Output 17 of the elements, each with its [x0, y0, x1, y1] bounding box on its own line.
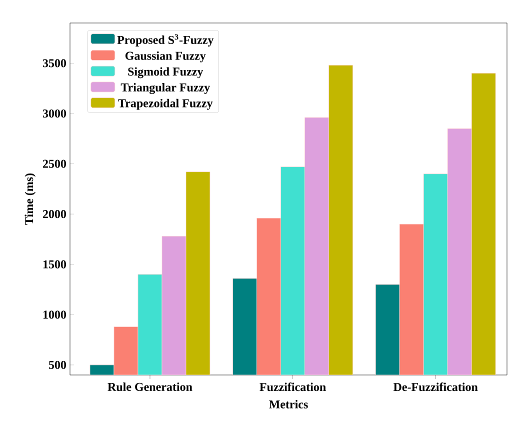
- y-tick-label: 3000: [42, 109, 66, 118]
- x-tick-label: Rule Generation: [108, 382, 192, 391]
- y-tick-label: 1000: [43, 310, 66, 319]
- legend-label: Proposed S$^{3}$-Fuzzy: [117, 34, 214, 46]
- legend-label: Trapezoidal Fuzzy: [118, 98, 213, 110]
- legend-label: Sigmoid Fuzzy: [128, 67, 204, 78]
- y-axis-title: Time (ms): [24, 173, 36, 225]
- y-tick-label: 3500: [42, 59, 66, 68]
- y-tick-label: 500: [48, 360, 66, 369]
- x-tick-label: Fuzzification: [260, 382, 326, 392]
- x-axis-title: Metrics: [269, 400, 308, 408]
- legend-label: Gaussian Fuzzy: [125, 51, 206, 62]
- y-tick-label: 2500: [42, 160, 66, 168]
- legend-label: Triangular Fuzzy: [120, 83, 210, 94]
- x-tick-label: De-Fuzzification: [393, 382, 478, 392]
- y-tick-label: 1500: [43, 260, 66, 268]
- y-tick-label: 2000: [42, 210, 66, 218]
